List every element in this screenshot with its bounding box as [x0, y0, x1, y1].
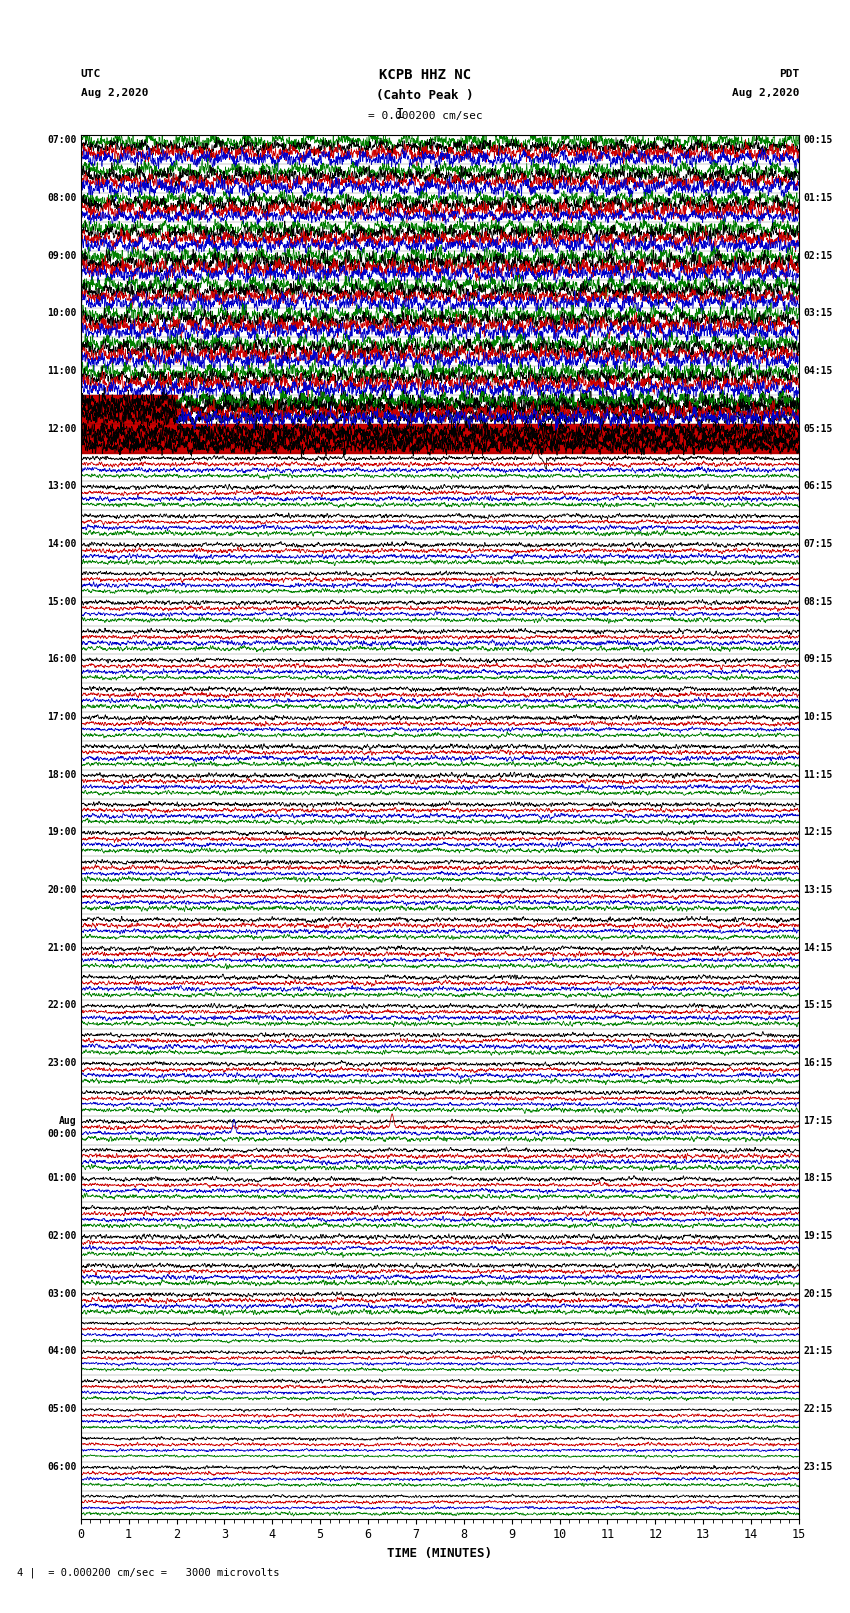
- Text: Aug: Aug: [59, 1116, 76, 1126]
- Text: 19:00: 19:00: [47, 827, 76, 837]
- Text: 20:15: 20:15: [803, 1289, 833, 1298]
- Text: 13:15: 13:15: [803, 886, 833, 895]
- Text: 14:00: 14:00: [47, 539, 76, 548]
- Text: Aug 2,2020: Aug 2,2020: [732, 89, 799, 98]
- Text: 07:00: 07:00: [47, 135, 76, 145]
- Text: 06:00: 06:00: [47, 1461, 76, 1471]
- X-axis label: TIME (MINUTES): TIME (MINUTES): [388, 1547, 492, 1560]
- Text: 18:15: 18:15: [803, 1174, 833, 1184]
- Text: 14:15: 14:15: [803, 942, 833, 953]
- Text: 00:15: 00:15: [803, 135, 833, 145]
- Text: 15:15: 15:15: [803, 1000, 833, 1010]
- Text: 01:15: 01:15: [803, 194, 833, 203]
- Text: 20:00: 20:00: [47, 886, 76, 895]
- Text: 06:15: 06:15: [803, 481, 833, 492]
- Text: 17:00: 17:00: [47, 711, 76, 723]
- Text: 10:00: 10:00: [47, 308, 76, 318]
- Text: 22:15: 22:15: [803, 1403, 833, 1415]
- Text: 09:00: 09:00: [47, 252, 76, 261]
- Text: 13:00: 13:00: [47, 481, 76, 492]
- Text: I: I: [395, 106, 404, 121]
- Text: 19:15: 19:15: [803, 1231, 833, 1240]
- Text: 23:15: 23:15: [803, 1461, 833, 1471]
- Text: 01:00: 01:00: [47, 1174, 76, 1184]
- Text: PDT: PDT: [779, 69, 799, 79]
- Text: 21:00: 21:00: [47, 942, 76, 953]
- Text: 02:15: 02:15: [803, 252, 833, 261]
- Text: 03:00: 03:00: [47, 1289, 76, 1298]
- Text: KCPB HHZ NC: KCPB HHZ NC: [379, 68, 471, 82]
- Text: 04:00: 04:00: [47, 1347, 76, 1357]
- Text: = 0.000200 cm/sec: = 0.000200 cm/sec: [367, 111, 483, 121]
- Text: 10:15: 10:15: [803, 711, 833, 723]
- Text: 21:15: 21:15: [803, 1347, 833, 1357]
- Text: 05:00: 05:00: [47, 1403, 76, 1415]
- Text: 00:00: 00:00: [47, 1129, 76, 1139]
- Text: 15:00: 15:00: [47, 597, 76, 606]
- Text: 22:00: 22:00: [47, 1000, 76, 1010]
- Text: 08:00: 08:00: [47, 194, 76, 203]
- Text: 18:00: 18:00: [47, 769, 76, 779]
- Text: 11:00: 11:00: [47, 366, 76, 376]
- Text: 05:15: 05:15: [803, 424, 833, 434]
- Text: 08:15: 08:15: [803, 597, 833, 606]
- Text: 07:15: 07:15: [803, 539, 833, 548]
- Text: 12:15: 12:15: [803, 827, 833, 837]
- Text: UTC: UTC: [81, 69, 101, 79]
- Text: 02:00: 02:00: [47, 1231, 76, 1240]
- Text: 4 |  = 0.000200 cm/sec =   3000 microvolts: 4 | = 0.000200 cm/sec = 3000 microvolts: [17, 1566, 280, 1578]
- Text: 17:15: 17:15: [803, 1116, 833, 1126]
- Text: 16:15: 16:15: [803, 1058, 833, 1068]
- Text: 03:15: 03:15: [803, 308, 833, 318]
- Text: 09:15: 09:15: [803, 655, 833, 665]
- Text: 23:00: 23:00: [47, 1058, 76, 1068]
- Text: (Cahto Peak ): (Cahto Peak ): [377, 89, 473, 102]
- Text: Aug 2,2020: Aug 2,2020: [81, 89, 148, 98]
- Text: 12:00: 12:00: [47, 424, 76, 434]
- Text: 11:15: 11:15: [803, 769, 833, 779]
- Text: 16:00: 16:00: [47, 655, 76, 665]
- Text: 04:15: 04:15: [803, 366, 833, 376]
